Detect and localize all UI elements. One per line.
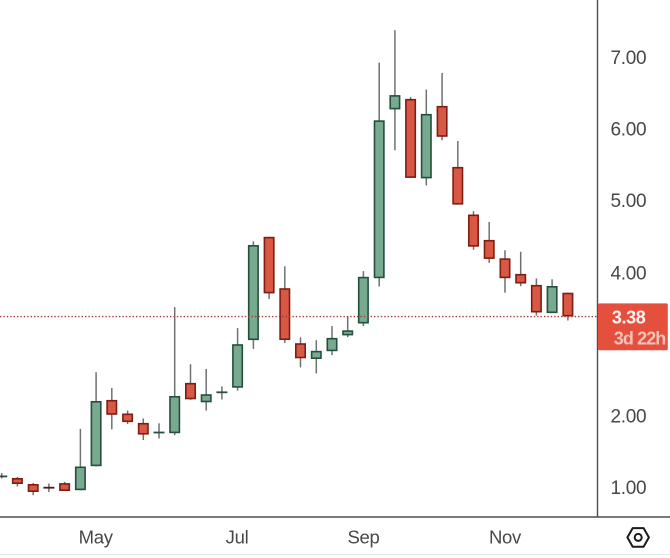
svg-text:Sep: Sep [347, 527, 379, 548]
svg-text:3d 22h: 3d 22h [614, 329, 666, 349]
svg-text:6.00: 6.00 [611, 119, 647, 140]
svg-text:May: May [79, 527, 114, 548]
svg-text:4.00: 4.00 [611, 263, 647, 284]
svg-text:5.00: 5.00 [611, 191, 647, 212]
svg-text:7.00: 7.00 [611, 48, 647, 69]
svg-text:Nov: Nov [489, 527, 522, 548]
svg-text:3.38: 3.38 [612, 307, 646, 327]
svg-text:1.00: 1.00 [611, 478, 647, 499]
svg-text:2.00: 2.00 [611, 406, 647, 427]
svg-text:Jul: Jul [226, 527, 249, 548]
